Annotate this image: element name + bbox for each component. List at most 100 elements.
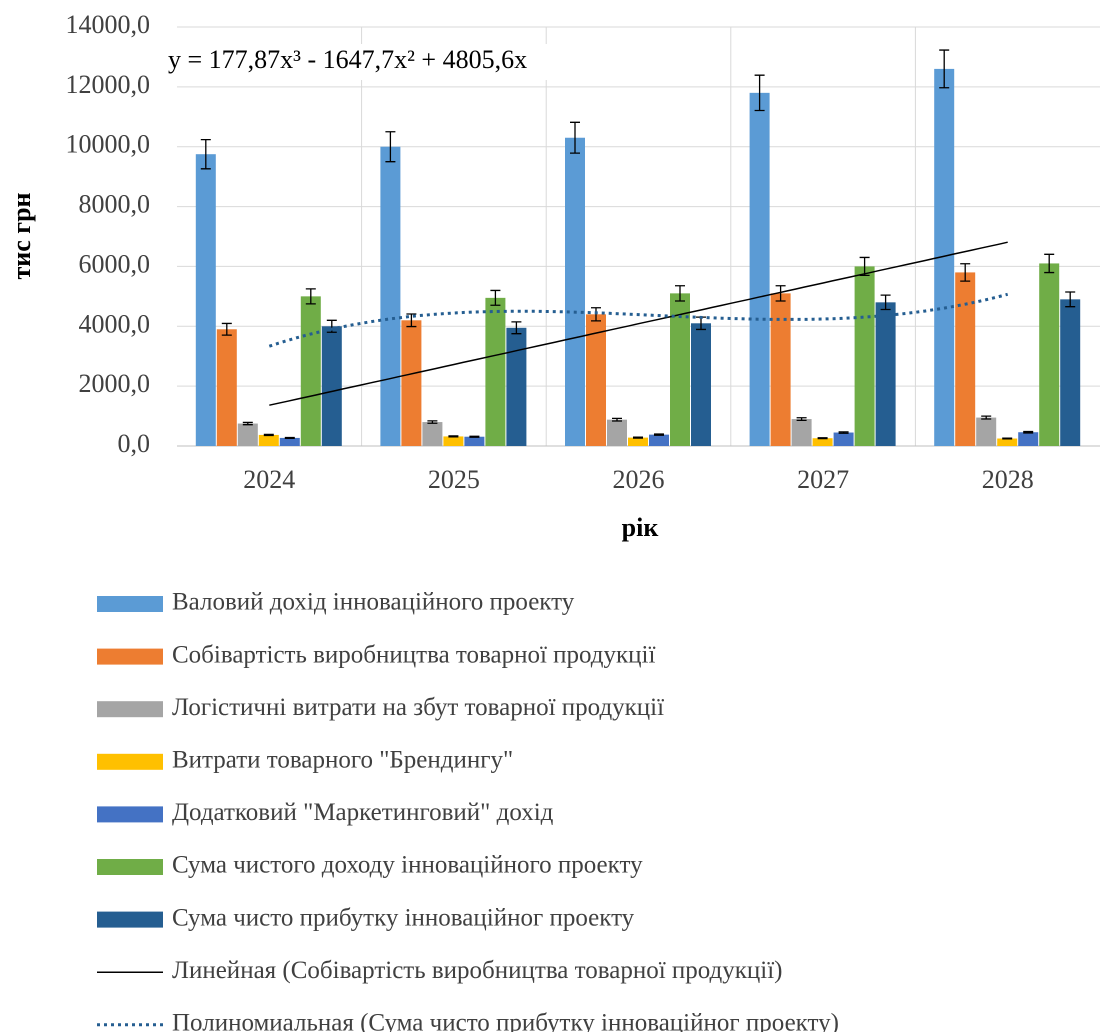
bar	[997, 438, 1018, 446]
x-tick-label: 2025	[428, 465, 480, 494]
error-bar	[511, 321, 522, 335]
bar	[670, 293, 690, 446]
legend-swatch	[97, 911, 163, 928]
error-bar	[859, 256, 870, 277]
bar	[1018, 432, 1039, 446]
bar	[565, 137, 585, 446]
error-bar	[284, 436, 295, 439]
legend-swatch	[97, 701, 163, 718]
error-bar	[981, 415, 992, 420]
x-tick-label: 2026	[613, 465, 665, 494]
bar	[791, 419, 812, 446]
y-tick-label: 0,0	[118, 429, 151, 458]
y-tick-label: 6000,0	[79, 249, 151, 278]
y-tick-label: 10000,0	[66, 130, 151, 159]
error-bar	[675, 285, 685, 302]
bar	[649, 434, 669, 446]
legend-swatch	[97, 596, 163, 612]
error-bar	[939, 49, 950, 89]
error-bar	[263, 433, 274, 437]
legend-label: Додатковий "Маркетинговий" дохід	[172, 799, 554, 826]
legend-label: Витрати товарного "Брендингу"	[172, 747, 513, 774]
error-bar	[1002, 437, 1013, 440]
bar	[506, 327, 527, 446]
bar	[237, 423, 258, 446]
x-axis-title: рік	[622, 513, 659, 542]
bar	[464, 436, 485, 446]
error-bar	[817, 437, 828, 440]
legend-label: Логістичні витрати на збут товарної прод…	[172, 694, 664, 721]
legend-label: Собівартість виробництва товарної продук…	[172, 641, 656, 668]
error-bar	[221, 322, 232, 336]
bar	[258, 434, 279, 446]
error-bar	[754, 74, 765, 112]
x-tick-label: 2024	[243, 465, 295, 494]
x-tick-label: 2027	[797, 465, 849, 494]
bar	[875, 302, 896, 446]
y-tick-label: 8000,0	[79, 190, 151, 219]
error-bar	[385, 131, 396, 163]
error-bar	[242, 421, 253, 426]
bar	[216, 329, 237, 446]
bar	[854, 266, 875, 446]
legend-label: Полиномиальная (Сума чисто прибутку інно…	[172, 1010, 839, 1032]
error-bar	[448, 435, 459, 438]
error-bar	[427, 420, 438, 424]
error-bar	[1044, 253, 1055, 274]
equation-box	[163, 44, 618, 80]
error-bar	[469, 435, 480, 438]
y-axis-title: тис грн	[7, 192, 36, 279]
bar	[749, 92, 770, 446]
error-bar	[612, 417, 622, 422]
bar	[422, 422, 443, 446]
error-bar	[880, 294, 891, 311]
bar	[976, 417, 997, 446]
error-bar	[654, 433, 664, 436]
error-bar	[838, 431, 849, 434]
bar	[955, 272, 976, 446]
bar	[607, 419, 627, 446]
trendline	[268, 292, 1009, 348]
bar	[628, 437, 648, 446]
bar	[443, 436, 464, 446]
legend-label: Сума чистого доходу інноваційного проект…	[172, 852, 643, 879]
legend-label: Сума чисто прибутку інноваційног проекту	[172, 904, 635, 931]
bar	[1039, 263, 1060, 446]
bar	[812, 438, 833, 446]
bar	[934, 68, 955, 447]
y-tick-label: 14000,0	[66, 10, 151, 39]
y-tick-label: 12000,0	[66, 70, 151, 99]
error-bar	[570, 121, 580, 154]
error-bar	[633, 436, 643, 439]
legend-label: Линейная (Собівартість виробництва товар…	[172, 957, 783, 984]
bar	[195, 154, 216, 447]
error-bar	[775, 285, 786, 302]
error-bar	[960, 263, 971, 282]
trendline	[269, 241, 1008, 406]
trendline-equation: y = 177,87x³ - 1647,7x² + 4805,6x	[168, 45, 527, 74]
legend-swatch	[97, 806, 163, 823]
error-bar	[1065, 291, 1076, 308]
bar	[401, 320, 422, 446]
x-tick-label: 2028	[982, 465, 1034, 494]
bar	[485, 297, 506, 446]
error-bar	[796, 417, 807, 422]
bar	[1060, 299, 1081, 446]
bar	[770, 293, 791, 446]
bar	[833, 432, 854, 446]
legend-label: Валовий дохід інноваційного проекту	[172, 589, 575, 616]
error-bar	[1023, 430, 1034, 434]
y-tick-label: 2000,0	[79, 369, 151, 398]
y-tick-label: 4000,0	[79, 309, 151, 338]
legend-swatch	[97, 648, 163, 665]
bar	[300, 296, 321, 446]
bar	[321, 326, 342, 446]
error-bar	[406, 313, 417, 328]
legend-swatch	[97, 753, 163, 770]
error-bar	[305, 288, 316, 305]
legend-swatch	[97, 859, 163, 875]
error-bar	[200, 138, 211, 170]
error-bar	[490, 289, 501, 306]
bar	[691, 323, 711, 446]
